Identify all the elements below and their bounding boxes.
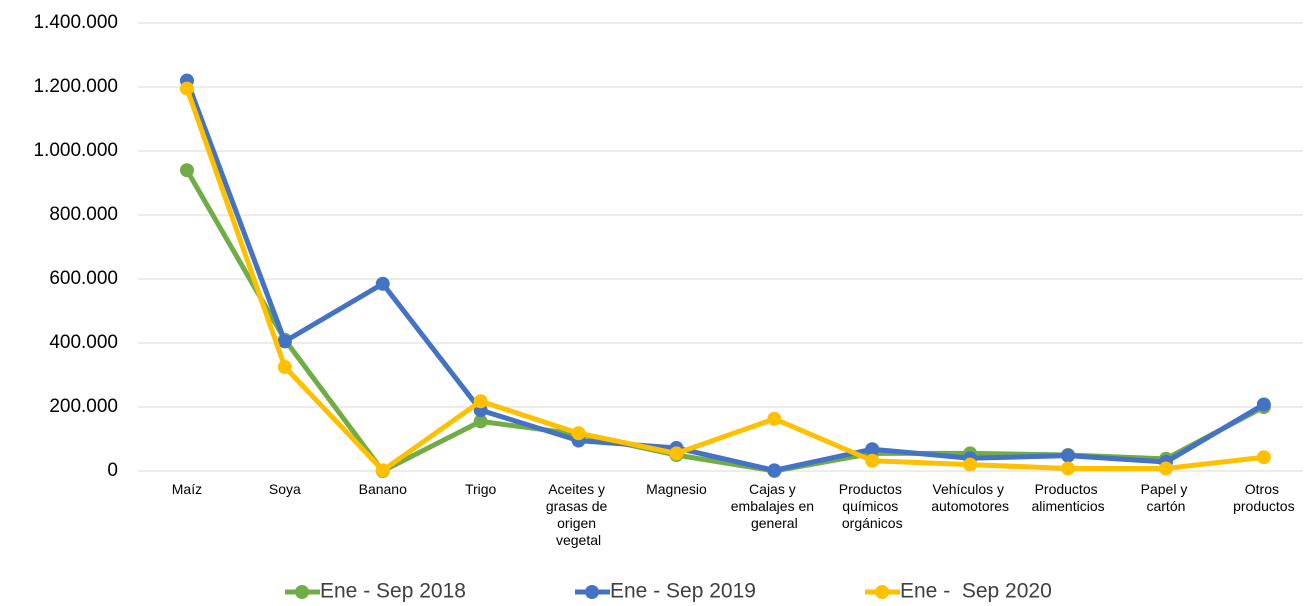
- legend-label: Ene - Sep 2020: [900, 580, 1052, 603]
- y-tick-label: 800.000: [49, 204, 118, 225]
- y-tick-label: 1.200.000: [33, 76, 118, 97]
- data-point: [277, 334, 292, 349]
- x-tick-label: Productos alimenticios: [1031, 481, 1104, 514]
- y-tick-label: 0: [107, 460, 118, 481]
- data-point: [179, 81, 194, 96]
- x-tick-label: Papel y cartón: [1141, 481, 1192, 514]
- data-point: [277, 360, 292, 374]
- x-tick-label: Soya: [269, 481, 301, 497]
- x-tick-label: Trigo: [465, 481, 497, 497]
- data-point: [375, 463, 390, 478]
- x-tick-label: Magnesio: [646, 481, 707, 497]
- series-line: [184, 79, 1266, 473]
- data-point: [963, 457, 978, 472]
- legend-marker: [295, 585, 309, 599]
- x-tick-label: Maíz: [172, 481, 202, 497]
- data-point: [1256, 450, 1271, 465]
- y-tick-label: 1.400.000: [33, 12, 118, 33]
- x-tick-label: Banano: [359, 481, 407, 497]
- data-point: [375, 276, 390, 291]
- data-point: [473, 414, 488, 429]
- y-tick-label: 400.000: [49, 332, 118, 353]
- data-point: [473, 394, 488, 409]
- y-tick-label: 200.000: [49, 396, 118, 417]
- y-tick-label: 1.000.000: [33, 140, 118, 161]
- data-point: [1158, 461, 1173, 476]
- data-point: [865, 442, 880, 457]
- x-tick-label: Otros productos: [1233, 481, 1294, 514]
- data-point: [767, 411, 782, 426]
- data-point: [1061, 448, 1076, 463]
- legend-label: Ene - Sep 2019: [610, 580, 756, 603]
- x-tick-label: Aceites y grasas de origen vegetal: [546, 481, 611, 548]
- data-point: [1256, 397, 1271, 412]
- legend-label: Ene - Sep 2018: [320, 580, 466, 603]
- y-tick-label: 600.000: [49, 268, 118, 289]
- data-point: [767, 463, 782, 478]
- x-tick-label: Cajas y embalajes en general: [731, 481, 818, 531]
- data-point: [865, 453, 880, 468]
- data-point: [571, 426, 586, 441]
- series-line: [184, 87, 1265, 473]
- data-point: [1061, 461, 1076, 476]
- legend-marker: [585, 585, 599, 599]
- data-point: [179, 163, 194, 178]
- x-tick-label: Vehículos y automotores: [931, 481, 1009, 514]
- x-tick-label: Productos químicos orgánicos: [839, 481, 906, 531]
- data-point: [669, 446, 684, 461]
- legend-marker: [875, 585, 889, 599]
